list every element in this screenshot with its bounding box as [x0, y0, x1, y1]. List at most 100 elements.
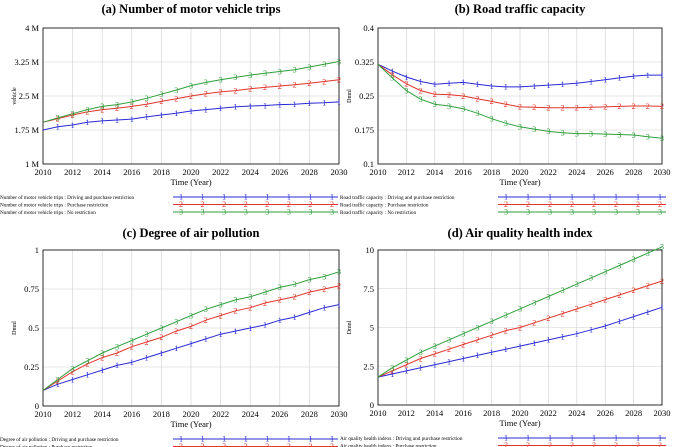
legend-marker: 1 — [526, 434, 530, 443]
series-line-1 — [42, 304, 340, 391]
legend-marker: 2 — [570, 441, 574, 447]
series-line-1 — [377, 63, 662, 88]
x-tick-label: 2020 — [183, 409, 200, 419]
legend-marker: 2 — [201, 200, 205, 209]
series-marker: 3 — [546, 127, 550, 136]
legend-label-2: Number of motor vehicle trips : Purchase… — [0, 202, 109, 209]
x-tick-label: 2016 — [123, 409, 140, 419]
legend-label-1: Air quality health indexs : Driving and … — [340, 436, 463, 442]
y-tick-label: 3.25 M — [14, 57, 39, 67]
x-tick-label: 2030 — [331, 409, 348, 419]
legend-marker: 2 — [244, 200, 248, 209]
legend-label-3: Number of motor vehicle trips : No restr… — [0, 209, 96, 216]
series-marker: 3 — [174, 318, 178, 327]
series-marker: 1 — [603, 322, 607, 331]
series-marker: 1 — [100, 366, 104, 375]
series-marker: 3 — [307, 275, 311, 284]
y-tick-label: 0 — [35, 401, 39, 411]
series-marker: 1 — [219, 330, 223, 339]
y-tick-label: 4 M — [25, 23, 39, 33]
series-marker: 3 — [85, 105, 89, 114]
legend-marker: 3 — [201, 208, 205, 217]
legend-marker: 3 — [548, 208, 552, 217]
legend-marker: 2 — [636, 200, 640, 209]
series-marker: 2 — [461, 340, 465, 349]
series-marker: 2 — [337, 282, 341, 291]
x-tick-label: 2030 — [331, 167, 348, 177]
x-tick-label: 2020 — [183, 167, 200, 177]
series-marker: 1 — [248, 102, 252, 111]
series-marker: 2 — [447, 90, 451, 99]
series-marker: 1 — [561, 80, 565, 89]
series-marker: 2 — [603, 295, 607, 304]
x-tick-label: 2026 — [271, 167, 288, 177]
series-marker: 3 — [278, 67, 282, 76]
legend-marker: 1 — [636, 434, 640, 443]
series-marker: 1 — [159, 111, 163, 120]
y-tick-label: 0.325 — [355, 57, 374, 67]
series-marker: 1 — [532, 82, 536, 91]
series-marker: 3 — [433, 100, 437, 109]
series-marker: 2 — [646, 102, 650, 111]
series-marker: 3 — [603, 130, 607, 139]
series-marker: 1 — [263, 101, 267, 110]
series-marker: 2 — [575, 305, 579, 314]
series-marker: 3 — [115, 343, 119, 352]
legend-label-3: Road traffic capacity : No restriction — [340, 209, 417, 216]
series-marker: 3 — [518, 123, 522, 132]
x-tick-label: 2030 — [654, 408, 671, 418]
legend-marker: 3 — [614, 208, 618, 217]
series-marker: 2 — [660, 277, 664, 286]
x-tick-label: 2024 — [242, 167, 260, 177]
legend-marker: 2 — [548, 200, 552, 209]
series-marker: 1 — [632, 312, 636, 321]
series-marker: 3 — [204, 78, 208, 87]
series-marker: 2 — [174, 327, 178, 336]
legend-label-1: Degree of air pollution : Driving and pu… — [0, 436, 119, 443]
legend-marker: 2 — [287, 442, 291, 447]
legend-marker: 2 — [504, 200, 508, 209]
series-marker: 3 — [159, 90, 163, 99]
series-marker: 2 — [145, 100, 149, 109]
legend-marker: 3 — [179, 208, 183, 217]
legend-marker: 1 — [179, 435, 183, 444]
legend-marker: 2 — [265, 200, 269, 209]
series-marker: 1 — [130, 115, 134, 124]
series-marker: 3 — [575, 280, 579, 289]
series-marker: 3 — [219, 75, 223, 84]
series-marker: 3 — [100, 349, 104, 358]
series-marker: 1 — [71, 121, 75, 130]
series-marker: 1 — [337, 98, 341, 107]
series-marker: 1 — [575, 330, 579, 339]
legend-marker: 2 — [222, 200, 226, 209]
series-marker: 1 — [174, 344, 178, 353]
legend-marker: 2 — [614, 441, 618, 447]
legend-marker: 2 — [179, 442, 183, 447]
series-marker: 2 — [233, 86, 237, 95]
legend-marker: 1 — [308, 435, 312, 444]
legend-marker: 3 — [222, 208, 226, 217]
legend-marker: 3 — [265, 208, 269, 217]
legend-marker: 1 — [592, 193, 596, 202]
series-marker: 3 — [115, 100, 119, 109]
legend-marker: 1 — [265, 435, 269, 444]
legend-marker: 1 — [308, 193, 312, 202]
chart-title: (c) Degree of air pollution — [122, 226, 259, 240]
series-marker: 3 — [461, 104, 465, 113]
series-marker: 3 — [130, 336, 134, 345]
series-marker: 3 — [248, 71, 252, 80]
series-marker: 1 — [204, 105, 208, 114]
y-tick-label: 5 — [370, 323, 374, 333]
series-marker: 3 — [504, 311, 508, 320]
series-marker: 3 — [518, 305, 522, 314]
series-marker: 2 — [575, 104, 579, 113]
series-marker: 1 — [447, 357, 451, 366]
y-axis-title: Dmnl — [12, 321, 18, 335]
series-marker: 3 — [589, 129, 593, 138]
legend-marker: 1 — [244, 193, 248, 202]
y-axis-title: Dmnl — [347, 89, 353, 103]
x-tick-label: 2018 — [483, 408, 500, 418]
